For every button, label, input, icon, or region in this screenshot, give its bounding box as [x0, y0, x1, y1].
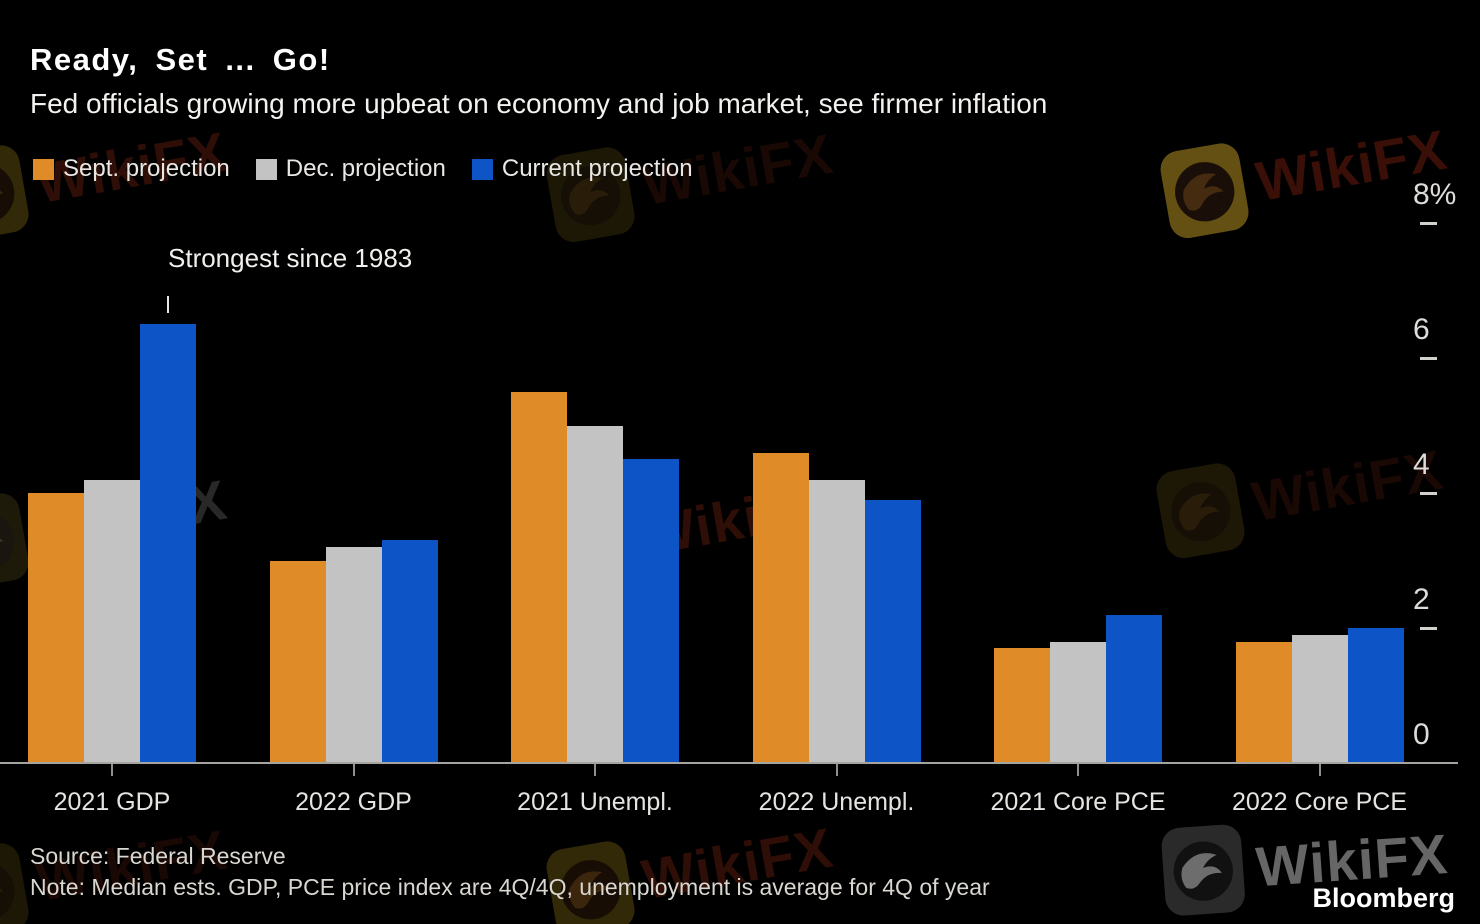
bloomberg-logo: Bloomberg — [1312, 883, 1455, 913]
legend-swatch-sept-projection — [33, 158, 54, 180]
x-axis-tick — [835, 764, 838, 776]
source-text: Source: Federal Reserve — [30, 843, 286, 869]
wikifx-eagle-icon — [0, 145, 29, 241]
legend-label: Sept. projection — [63, 155, 230, 182]
x-axis-label-2022-unempl: 2022 Unempl. — [758, 788, 915, 816]
x-axis-tick — [111, 764, 113, 776]
x-axis-tick — [352, 764, 355, 776]
bar-2022-unempl-dec-projection — [808, 479, 865, 763]
legend-item-current-projection: Current projection — [471, 155, 693, 183]
bar-2021-unempl-sept-projection — [511, 391, 567, 763]
y-axis-label-6: 6 — [1413, 313, 1430, 346]
bar-2021-unempl-current-projection — [623, 459, 679, 763]
y-axis-label-4: 4 — [1413, 448, 1430, 481]
chart-subtitle: Fed officials growing more upbeat on eco… — [30, 88, 1048, 119]
wikifx-eagle-icon — [0, 843, 29, 924]
x-axis-line — [0, 762, 1458, 764]
x-axis-label-2022-core-pce: 2022 Core PCE — [1231, 788, 1408, 816]
y-axis-tick — [1420, 357, 1437, 360]
bar-2021-gdp-dec-projection — [84, 479, 140, 763]
y-axis-label-0: 0 — [1413, 718, 1430, 751]
bar-2022-gdp-sept-projection — [269, 560, 326, 763]
note-text: Note: Median ests. GDP, PCE price index … — [30, 874, 990, 900]
annotation-pointer-tick — [167, 296, 169, 313]
bar-2021-core-pce-current-projection — [1106, 614, 1162, 763]
y-axis-label-2: 2 — [1413, 583, 1430, 616]
bar-2022-gdp-current-projection — [381, 540, 438, 763]
bar-2021-core-pce-dec-projection — [1050, 641, 1106, 763]
y-axis-tick — [1420, 627, 1437, 630]
chart-legend: Sept. projection Dec. projection Current p… — [33, 155, 693, 183]
bar-2022-core-pce-current-projection — [1347, 628, 1404, 763]
y-axis-tick — [1420, 492, 1437, 495]
bar-2022-core-pce-sept-projection — [1235, 641, 1292, 763]
wikifx-eagle-icon — [1156, 463, 1245, 559]
bar-2022-core-pce-dec-projection — [1291, 634, 1348, 763]
x-axis-label-2021-gdp: 2021 GDP — [53, 788, 171, 816]
bar-2021-gdp-sept-projection — [28, 493, 84, 763]
bar-2022-gdp-dec-projection — [325, 547, 382, 763]
bar-2021-gdp-current-projection — [140, 324, 196, 763]
wikifx-eagle-icon — [1160, 143, 1249, 239]
legend-item-sept-projection: Sept. projection — [33, 155, 230, 183]
x-axis-tick — [594, 764, 596, 776]
bar-2021-core-pce-sept-projection — [994, 648, 1050, 763]
bar-2022-unempl-current-projection — [864, 499, 921, 763]
y-axis-label-8pct: 8% — [1413, 178, 1457, 211]
wikifx-watermark: WikiFX — [1156, 104, 1453, 242]
page-title: Ready, Set ... Go! — [30, 42, 331, 77]
legend-item-dec-projection: Dec. projection — [255, 155, 446, 183]
legend-swatch-dec-projection — [255, 158, 277, 180]
x-axis-label-2022-gdp: 2022 GDP — [295, 788, 412, 816]
bar-2022-unempl-sept-projection — [752, 452, 809, 763]
annotation-label: Strongest since 1983 — [168, 243, 413, 273]
x-axis-tick — [1318, 764, 1321, 776]
legend-label: Dec. projection — [285, 155, 446, 182]
x-axis-label-2021-unempl: 2021 Unempl. — [517, 788, 673, 816]
wikifx-watermark: WikiFX — [1152, 424, 1449, 562]
legend-swatch-current-projection — [471, 158, 493, 180]
x-axis-label-2021-core-pce: 2021 Core PCE — [990, 788, 1166, 816]
bar-2021-unempl-dec-projection — [567, 425, 623, 763]
wikifx-watermark: WikiFX — [542, 802, 839, 924]
y-axis-tick — [1420, 222, 1437, 225]
wikifx-eagle-icon — [1161, 824, 1245, 916]
x-axis-tick — [1077, 764, 1079, 776]
legend-label: Current projection — [501, 155, 693, 182]
